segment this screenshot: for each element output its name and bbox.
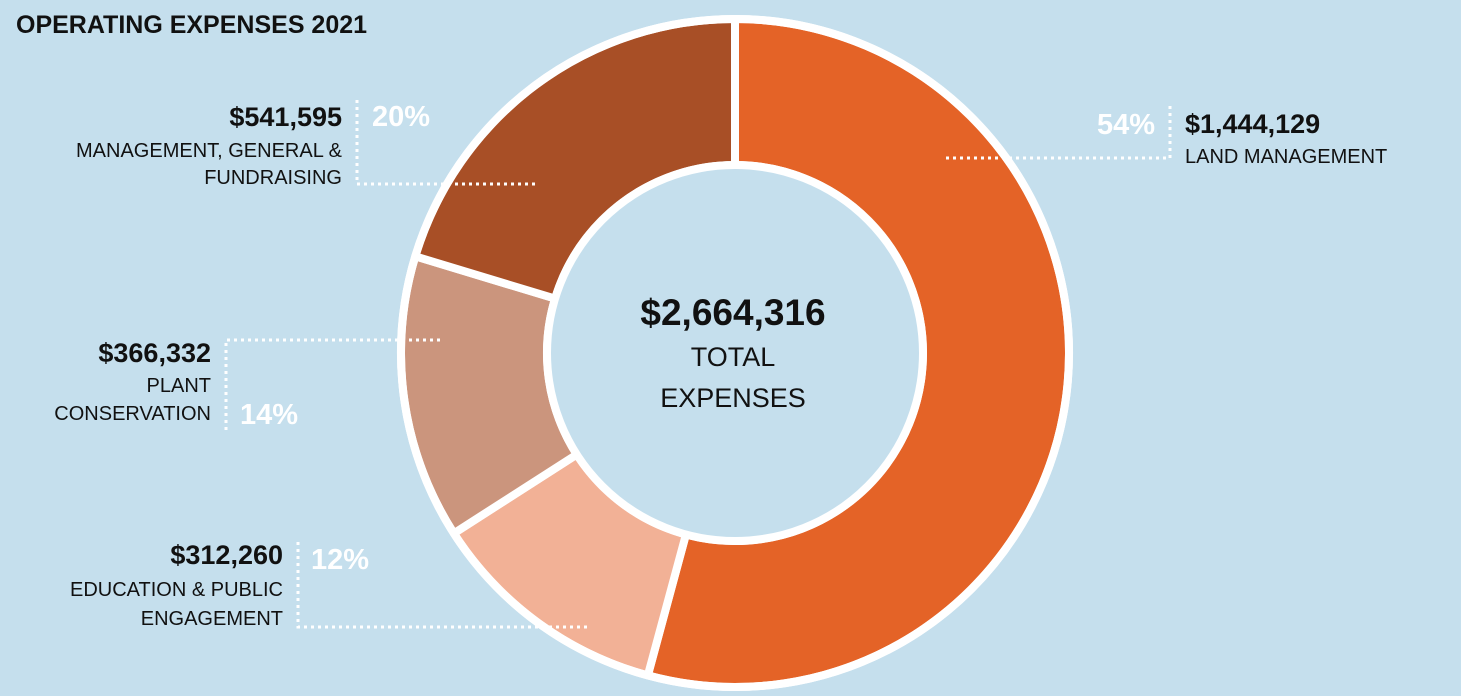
percent-education-public-engagement: 12% bbox=[311, 544, 369, 576]
category-plant-line-1: PLANT bbox=[147, 375, 211, 397]
label-land-management: 54% $1,444,129 LAND MANAGEMENT bbox=[945, 106, 1387, 168]
amount-land-management: $1,444,129 bbox=[1185, 109, 1320, 139]
chart-title: OPERATING EXPENSES 2021 bbox=[16, 11, 367, 39]
center-total-label-line-1: TOTAL bbox=[691, 342, 776, 372]
category-education-line-2: ENGAGEMENT bbox=[141, 608, 283, 630]
label-education-public-engagement: $312,260 EDUCATION & PUBLIC ENGAGEMENT 1… bbox=[70, 540, 588, 630]
amount-management-general-fundraising: $541,595 bbox=[229, 102, 342, 132]
label-management-general-fundraising: $541,595 MANAGEMENT, GENERAL & FUNDRAISI… bbox=[76, 100, 535, 189]
donut-center-hole bbox=[543, 161, 927, 545]
leader-line-management bbox=[355, 100, 535, 186]
donut-outer-ring bbox=[397, 15, 1073, 691]
amount-education-public-engagement: $312,260 bbox=[170, 540, 283, 570]
amount-plant-conservation: $366,332 bbox=[98, 338, 211, 368]
label-plant-conservation: $366,332 PLANT CONSERVATION 14% bbox=[54, 338, 440, 431]
donut-slices bbox=[397, 15, 1073, 691]
category-education-line-1: EDUCATION & PUBLIC bbox=[70, 579, 283, 601]
category-management-line-1: MANAGEMENT, GENERAL & bbox=[76, 140, 343, 162]
leader-line-plant bbox=[224, 338, 440, 430]
percent-management-general-fundraising: 20% bbox=[372, 101, 430, 133]
category-plant-line-2: CONSERVATION bbox=[54, 403, 211, 425]
category-land-management: LAND MANAGEMENT bbox=[1185, 146, 1387, 168]
leader-line-education bbox=[296, 542, 588, 629]
category-management-line-2: FUNDRAISING bbox=[204, 167, 342, 189]
center-total-label-line-2: EXPENSES bbox=[660, 383, 806, 413]
percent-plant-conservation: 14% bbox=[240, 399, 298, 431]
center-total-amount: $2,664,316 bbox=[640, 292, 825, 333]
percent-land-management: 54% bbox=[1097, 109, 1155, 141]
leader-line-land-management bbox=[945, 106, 1172, 160]
